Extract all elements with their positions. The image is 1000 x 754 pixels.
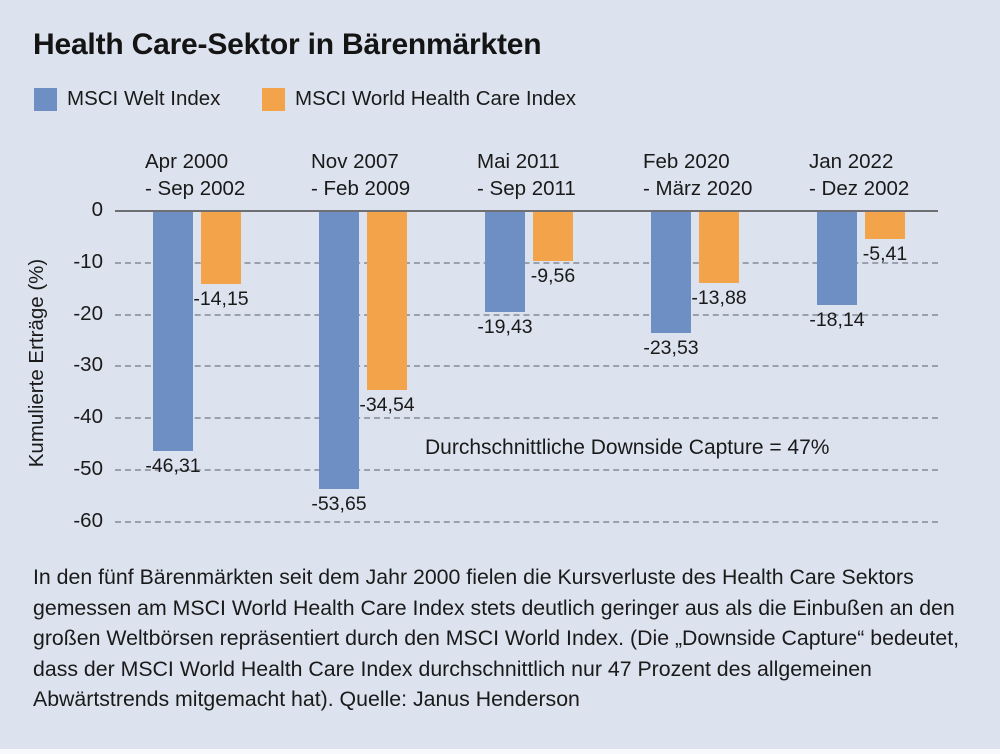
bar-value-label: -53,65 (311, 493, 367, 516)
footer-text: In den fünf Bärenmärkten seit dem Jahr 2… (33, 565, 960, 711)
bar-msci-health-care (367, 211, 407, 391)
legend-item-msci-world-health-care-index: MSCI World Health Care Index (262, 87, 576, 111)
category-label: Jan 2022 - Dez 2002 (809, 148, 979, 202)
category-label-line1: Feb 2020 (643, 150, 730, 173)
category-label-line2: - Sep 2002 (145, 177, 246, 200)
y-tick-label: -40 (73, 405, 103, 429)
bottom-strip (0, 749, 1000, 754)
bar-value-label: -18,14 (809, 309, 865, 332)
category-label-line2: - Dez 2002 (809, 177, 910, 200)
bar-msci-health-care (533, 211, 573, 261)
y-tick-label: -60 (73, 508, 103, 532)
category-label: Feb 2020 - März 2020 (643, 148, 813, 202)
legend-label: MSCI World Health Care Index (295, 87, 577, 110)
bar-value-label: -5,41 (862, 243, 908, 266)
gridline--30 (115, 365, 938, 368)
bar-msci-welt (485, 211, 525, 312)
category-label-line1: Apr 2000 (145, 150, 229, 173)
chart-title: Health Care-Sektor in Bärenmärkten (33, 28, 542, 61)
bar-msci-health-care (699, 211, 739, 283)
bar-value-label: -46,31 (145, 455, 201, 478)
gridline--60 (115, 520, 938, 523)
bar-value-label: -23,53 (643, 336, 699, 359)
y-tick-label: -20 (73, 301, 103, 325)
category-label: Apr 2000 - Sep 2002 (145, 148, 315, 202)
bar-value-label: -14,15 (193, 288, 249, 311)
category-label-line1: Nov 2007 (311, 150, 399, 173)
bar-value-label: -34,54 (359, 394, 415, 417)
category-label-line2: - Feb 2009 (311, 177, 411, 200)
category-label: Nov 2007 - Feb 2009 (311, 148, 481, 202)
gridline--20 (115, 313, 938, 316)
legend-label: MSCI Welt Index (67, 87, 221, 110)
category-label-line1: Jan 2022 (809, 150, 894, 173)
downside-capture-annotation: Durchschnittliche Downside Capture = 47% (425, 436, 830, 459)
gridline--50 (115, 469, 938, 472)
category-label-line1: Mai 2011 (477, 150, 560, 173)
y-tick-label: -10 (73, 249, 103, 273)
bar-msci-welt (153, 211, 193, 452)
legend-item-msci-welt-index: MSCI Welt Index (34, 87, 220, 111)
bar-msci-health-care (865, 211, 905, 240)
gridline--10 (115, 261, 938, 264)
category-label: Mai 2011 - Sep 2011 (477, 148, 647, 202)
bar-msci-welt (319, 211, 359, 490)
legend-swatch-orange (262, 87, 285, 111)
y-tick-label: -30 (73, 353, 103, 377)
category-label-line2: - März 2020 (643, 177, 753, 200)
bar-msci-health-care (201, 211, 241, 285)
bar-msci-welt (651, 211, 691, 333)
y-tick-label: 0 (91, 198, 103, 221)
legend-swatch-blue (34, 87, 57, 111)
category-label-line2: - Sep 2011 (477, 177, 576, 200)
gridline--40 (115, 417, 938, 420)
y-tick-label: -50 (73, 457, 103, 481)
bar-value-label: -13,88 (691, 286, 747, 309)
bar-value-label: -19,43 (477, 315, 533, 338)
bar-value-label: -9,56 (530, 264, 576, 287)
zero-axis-line (115, 209, 938, 212)
bar-msci-welt (817, 211, 857, 306)
